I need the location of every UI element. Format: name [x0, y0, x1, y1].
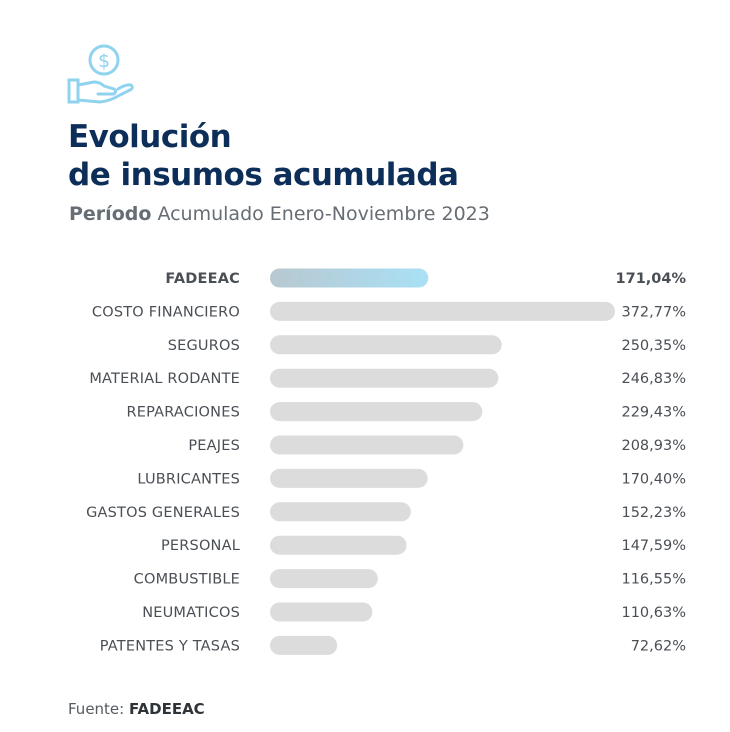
category-label-fadeeac: FADEEAC [165, 271, 240, 287]
bar-gastos-generales [270, 502, 411, 522]
category-label-gastos-generales: GASTOS GENERALES [86, 505, 240, 521]
category-label-personal: PERSONAL [161, 538, 240, 554]
title-line-1: Evolución [68, 119, 232, 155]
bar-patentes-y-tasas [270, 635, 338, 655]
value-label-lubricantes: 170,40% [621, 471, 686, 487]
category-label-reparaciones: REPARACIONES [126, 405, 240, 421]
subtitle-rest: Acumulado Enero-Noviembre 2023 [151, 203, 490, 225]
value-label-patentes-y-tasas: 72,62% [631, 638, 686, 654]
source-note: Fuente: FADEEAC [68, 700, 205, 718]
category-label-peajes: PEAJES [188, 438, 240, 454]
category-label-lubricantes: LUBRICANTES [137, 471, 240, 487]
bar-fadeeac [270, 268, 429, 288]
value-label-gastos-generales: 152,23% [621, 505, 686, 521]
value-label-material-rodante: 246,83% [621, 371, 686, 387]
value-label-fadeeac: 171,04% [616, 271, 687, 287]
bar-combustible [270, 569, 378, 589]
value-label-reparaciones: 229,43% [621, 405, 686, 421]
subtitle-bold: Período [69, 203, 152, 225]
bar-neumaticos [270, 602, 373, 622]
value-label-seguros: 250,35% [621, 338, 686, 354]
bar-material-rodante [270, 368, 499, 388]
category-label-neumaticos: NEUMATICOS [142, 605, 240, 621]
dollar-hand-icon: $ [64, 40, 136, 110]
category-label-patentes-y-tasas: PATENTES Y TASAS [100, 638, 240, 654]
category-label-seguros: SEGUROS [168, 338, 240, 354]
value-label-personal: 147,59% [621, 538, 686, 554]
bar-costo-financiero [270, 301, 615, 321]
source-name: FADEEAC [128, 700, 205, 718]
value-label-neumaticos: 110,63% [621, 605, 686, 621]
source-prefix: Fuente: [68, 700, 129, 718]
bar-personal [270, 535, 407, 555]
bar-seguros [270, 335, 502, 355]
bar-chart: FADEEAC 171,04% COSTO FINANCIERO 372,77% SEG… [86, 268, 687, 655]
svg-text:$: $ [98, 50, 110, 72]
category-label-costo-financiero: COSTO FINANCIERO [92, 304, 240, 320]
title-line-2: de insumos acumulada [68, 157, 459, 193]
value-label-combustible: 116,55% [621, 572, 686, 588]
page-subtitle: Período Acumulado Enero-Noviembre 2023 [69, 203, 490, 225]
category-label-combustible: COMBUSTIBLE [134, 572, 240, 588]
value-label-peajes: 208,93% [621, 438, 686, 454]
bar-reparaciones [270, 402, 483, 422]
page-title: Evolución de insumos acumulada [68, 118, 459, 194]
value-label-costo-financiero: 372,77% [621, 304, 686, 320]
category-label-material-rodante: MATERIAL RODANTE [89, 371, 240, 387]
bar-peajes [270, 435, 464, 455]
bar-lubricantes [270, 468, 428, 488]
